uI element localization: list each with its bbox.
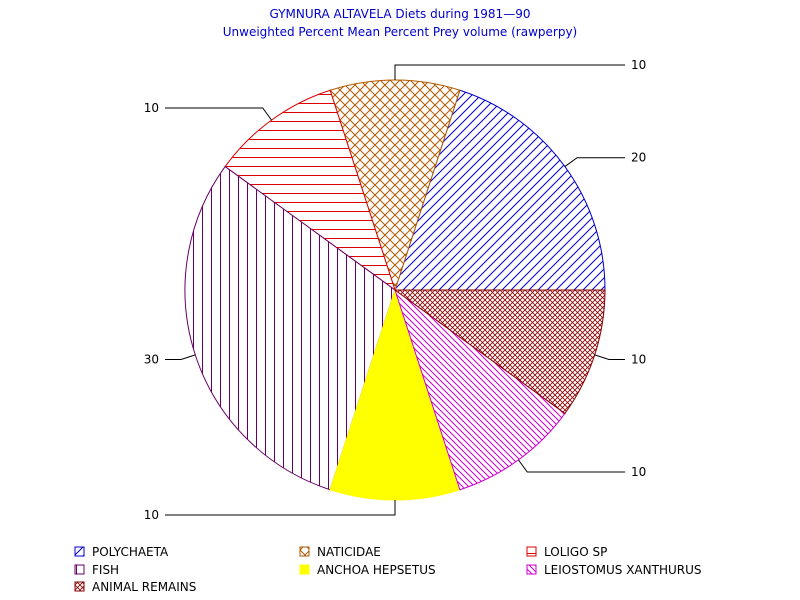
chart-subtitle: Unweighted Percent Mean Percent Prey vol… — [223, 25, 578, 39]
slice-label-animal-remains: 10 — [631, 353, 646, 367]
legend-swatch-fish — [74, 564, 85, 575]
pie-slice-naticidae — [329, 79, 461, 292]
slice-label-naticidae: 10 — [631, 58, 646, 72]
legend-label-fish: FISH — [92, 563, 119, 577]
legend-label-loligo-sp: LOLIGO SP — [544, 545, 607, 559]
pie-slices — [184, 79, 606, 501]
pie-slice-animal-remains — [393, 289, 606, 415]
legend-swatch-loligo-sp — [526, 546, 537, 557]
legend-swatch-naticidae — [299, 546, 310, 557]
slice-label-polychaeta: 20 — [631, 151, 646, 165]
legend-swatch-polychaeta — [74, 546, 85, 557]
pie-slice-loligo-sp — [224, 89, 396, 292]
slice-leader-lines: 20 10 10 30 10 10 10 — [144, 58, 647, 522]
legend-swatch-leiostomus-xanthurus — [526, 564, 537, 575]
leader-line-anchoa-hepsetus — [165, 500, 396, 516]
legend-label-anchoa-hepsetus: ANCHOA HEPSETUS — [317, 563, 436, 577]
slice-label-leiostomus-xanthurus: 10 — [631, 465, 646, 479]
slice-label-anchoa-hepsetus: 10 — [144, 508, 159, 522]
pie-slice-leiostomus-xanthurus — [394, 288, 566, 491]
pie-slice-anchoa-hepsetus — [329, 288, 461, 501]
legend-label-naticidae: NATICIDAE — [317, 545, 381, 559]
leader-line-polychaeta — [564, 157, 625, 167]
leader-line-leiostomus-xanthurus — [518, 459, 625, 473]
legend-label-polychaeta: POLYCHAETA — [92, 545, 169, 559]
slice-label-fish: 30 — [144, 353, 159, 367]
leader-line-loligo-sp — [165, 107, 272, 121]
legend-label-animal-remains: ANIMAL REMAINS — [92, 580, 196, 594]
leader-line-naticidae — [394, 64, 625, 80]
legend-label-leiostomus-xanthurus: LEIOSTOMUS XANTHURUS — [544, 563, 702, 577]
legend-swatch-anchoa-hepsetus — [299, 564, 310, 575]
slice-label-loligo-sp: 10 — [144, 101, 159, 115]
leader-line-fish — [165, 354, 196, 361]
legend-swatch-animal-remains — [74, 581, 85, 592]
leader-line-animal-remains — [594, 354, 625, 361]
legend: POLYCHAETA NATICIDAE LOLIGO SP FISH ANCHOA H… — [74, 545, 702, 594]
chart-title: GYMNURA ALTAVELA Diets during 1981—90 — [270, 7, 531, 21]
pie-slice-fish — [184, 165, 396, 491]
